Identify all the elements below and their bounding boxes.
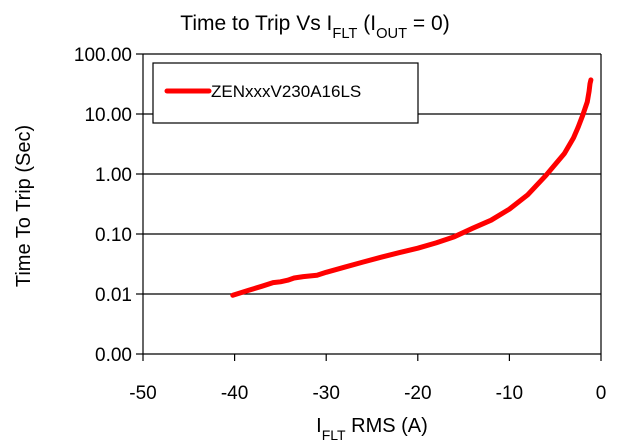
y-tick-label: 100.00: [74, 45, 132, 66]
y-tick-label: 0.00: [95, 345, 132, 366]
chart-title: Time to Trip Vs IFLT (IOUT = 0): [180, 12, 449, 42]
x-tick-label: -10: [496, 383, 523, 404]
axes: [136, 53, 602, 361]
y-tick-label: 0.01: [95, 285, 132, 306]
labels-layer: 0.00 0.01 0.10 1.00 10.00 100.00 -50 -40 -30 -20 -…: [13, 12, 606, 443]
x-tick-label: -40: [221, 383, 248, 404]
y-tick-label: 0.10: [95, 225, 132, 246]
legend: ZENxxxV230A16LS: [152, 62, 419, 124]
y-tick-label: 10.00: [84, 105, 132, 126]
x-tick-label: -50: [129, 383, 156, 404]
x-tick-label: -30: [312, 383, 339, 404]
x-axis-title: IFLT RMS (A): [316, 415, 428, 443]
y-axis-title: Time To Trip (Sec): [13, 125, 35, 287]
x-tick-label: 0: [596, 383, 607, 404]
series-layer: [230, 77, 594, 298]
y-tick-label: 1.00: [95, 165, 132, 186]
legend-label: ZENxxxV230A16LS: [211, 82, 361, 101]
x-tick-label: -20: [404, 383, 431, 404]
series-line: [230, 77, 594, 298]
